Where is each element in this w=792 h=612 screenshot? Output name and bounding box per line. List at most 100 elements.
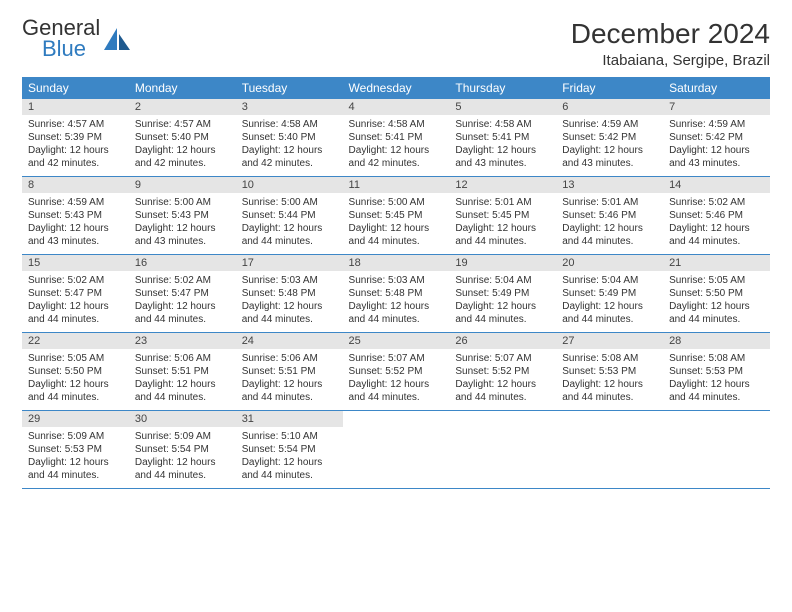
day-info-line: Sunset: 5:53 PM — [28, 443, 123, 456]
calendar-week-row: 15Sunrise: 5:02 AMSunset: 5:47 PMDayligh… — [22, 255, 770, 333]
logo-line2: Blue — [42, 39, 100, 60]
title-block: December 2024 Itabaiana, Sergipe, Brazil — [571, 18, 770, 69]
day-info-line: Daylight: 12 hours — [242, 144, 337, 157]
day-info-line: Sunrise: 5:08 AM — [562, 352, 657, 365]
day-info-line: Sunset: 5:49 PM — [455, 287, 550, 300]
day-info-line: and 44 minutes. — [242, 313, 337, 326]
day-body: Sunrise: 5:09 AMSunset: 5:53 PMDaylight:… — [22, 427, 129, 488]
day-info-line: Daylight: 12 hours — [135, 378, 230, 391]
day-info-line: Sunset: 5:40 PM — [135, 131, 230, 144]
calendar-day-cell: 2Sunrise: 4:57 AMSunset: 5:40 PMDaylight… — [129, 99, 236, 177]
calendar-table: SundayMondayTuesdayWednesdayThursdayFrid… — [22, 77, 770, 489]
day-info-line: Sunset: 5:46 PM — [562, 209, 657, 222]
weekday-header: Friday — [556, 77, 663, 99]
day-number: 17 — [236, 255, 343, 271]
day-number: 26 — [449, 333, 556, 349]
calendar-day-cell: 13Sunrise: 5:01 AMSunset: 5:46 PMDayligh… — [556, 177, 663, 255]
day-info-line: and 42 minutes. — [28, 157, 123, 170]
day-info-line: Sunrise: 5:09 AM — [135, 430, 230, 443]
day-number: 29 — [22, 411, 129, 427]
day-body: Sunrise: 4:58 AMSunset: 5:40 PMDaylight:… — [236, 115, 343, 176]
day-info-line: Daylight: 12 hours — [562, 144, 657, 157]
calendar-day-cell: 14Sunrise: 5:02 AMSunset: 5:46 PMDayligh… — [663, 177, 770, 255]
day-info-line: Sunrise: 4:59 AM — [28, 196, 123, 209]
day-info-line: Daylight: 12 hours — [669, 300, 764, 313]
day-info-line: Daylight: 12 hours — [135, 300, 230, 313]
weekday-header: Wednesday — [343, 77, 450, 99]
day-info-line: and 44 minutes. — [242, 469, 337, 482]
day-info-line: Sunrise: 5:03 AM — [349, 274, 444, 287]
day-info-line: Sunset: 5:50 PM — [669, 287, 764, 300]
calendar-day-cell: 23Sunrise: 5:06 AMSunset: 5:51 PMDayligh… — [129, 333, 236, 411]
day-info-line: Daylight: 12 hours — [28, 378, 123, 391]
day-info-line: Sunrise: 5:02 AM — [28, 274, 123, 287]
day-number: 7 — [663, 99, 770, 115]
weekday-header: Monday — [129, 77, 236, 99]
day-number: 21 — [663, 255, 770, 271]
day-info-line: Sunrise: 5:10 AM — [242, 430, 337, 443]
day-info-line: and 44 minutes. — [242, 391, 337, 404]
calendar-day-cell: 28Sunrise: 5:08 AMSunset: 5:53 PMDayligh… — [663, 333, 770, 411]
day-number: 31 — [236, 411, 343, 427]
day-number: 13 — [556, 177, 663, 193]
day-info-line: and 44 minutes. — [349, 391, 444, 404]
day-number: 30 — [129, 411, 236, 427]
day-info-line: Daylight: 12 hours — [562, 300, 657, 313]
day-body: Sunrise: 5:02 AMSunset: 5:47 PMDaylight:… — [22, 271, 129, 332]
header: General Blue December 2024 Itabaiana, Se… — [22, 18, 770, 69]
day-info-line: Sunset: 5:53 PM — [562, 365, 657, 378]
day-body: Sunrise: 5:08 AMSunset: 5:53 PMDaylight:… — [663, 349, 770, 410]
day-info-line: Daylight: 12 hours — [669, 222, 764, 235]
day-info-line: Daylight: 12 hours — [349, 300, 444, 313]
day-info-line: Sunset: 5:54 PM — [135, 443, 230, 456]
day-info-line: Daylight: 12 hours — [349, 378, 444, 391]
day-info-line: and 44 minutes. — [349, 313, 444, 326]
day-number: 18 — [343, 255, 450, 271]
day-info-line: Sunset: 5:53 PM — [669, 365, 764, 378]
day-info-line: Sunrise: 5:00 AM — [135, 196, 230, 209]
weekday-header: Saturday — [663, 77, 770, 99]
day-body: Sunrise: 5:00 AMSunset: 5:45 PMDaylight:… — [343, 193, 450, 254]
day-info-line: Daylight: 12 hours — [349, 222, 444, 235]
day-info-line: Sunrise: 5:02 AM — [669, 196, 764, 209]
calendar-day-cell: 18 Sunrise: 5:03 AMSunset: 5:48 PMDayligh… — [343, 255, 450, 333]
day-info-line: Sunset: 5:44 PM — [242, 209, 337, 222]
calendar-day-cell: 8Sunrise: 4:59 AMSunset: 5:43 PMDaylight… — [22, 177, 129, 255]
month-title: December 2024 — [571, 18, 770, 50]
day-info-line: Daylight: 12 hours — [562, 222, 657, 235]
day-body: Sunrise: 5:05 AMSunset: 5:50 PMDaylight:… — [22, 349, 129, 410]
day-info-line: Sunrise: 4:59 AM — [562, 118, 657, 131]
day-info-line: Sunrise: 5:04 AM — [455, 274, 550, 287]
day-info-line: and 44 minutes. — [669, 313, 764, 326]
day-info-line: Sunset: 5:49 PM — [562, 287, 657, 300]
day-number: 25 — [343, 333, 450, 349]
day-info-line: Sunset: 5:45 PM — [349, 209, 444, 222]
calendar-week-row: 29Sunrise: 5:09 AMSunset: 5:53 PMDayligh… — [22, 411, 770, 489]
day-info-line: and 44 minutes. — [562, 391, 657, 404]
day-info-line: Daylight: 12 hours — [349, 144, 444, 157]
day-info-line: Sunrise: 4:58 AM — [242, 118, 337, 131]
day-info-line: and 44 minutes. — [135, 391, 230, 404]
calendar-day-cell: 12Sunrise: 5:01 AMSunset: 5:45 PMDayligh… — [449, 177, 556, 255]
day-body: Sunrise: 5:08 AMSunset: 5:53 PMDaylight:… — [556, 349, 663, 410]
day-info-line: and 43 minutes. — [135, 235, 230, 248]
day-body: Sunrise: 5:01 AMSunset: 5:45 PMDaylight:… — [449, 193, 556, 254]
day-info-line: Sunrise: 5:03 AM — [242, 274, 337, 287]
day-info-line: and 44 minutes. — [28, 391, 123, 404]
day-info-line: Sunrise: 5:08 AM — [669, 352, 764, 365]
day-number: 12 — [449, 177, 556, 193]
day-info-line: Daylight: 12 hours — [28, 300, 123, 313]
day-info-line: Daylight: 12 hours — [28, 456, 123, 469]
day-number: 14 — [663, 177, 770, 193]
day-number: 3 — [236, 99, 343, 115]
weekday-header: Sunday — [22, 77, 129, 99]
day-number: 15 — [22, 255, 129, 271]
day-info-line: Sunset: 5:48 PM — [349, 287, 444, 300]
weekday-header-row: SundayMondayTuesdayWednesdayThursdayFrid… — [22, 77, 770, 99]
day-info-line: and 44 minutes. — [455, 391, 550, 404]
calendar-day-cell: 10Sunrise: 5:00 AMSunset: 5:44 PMDayligh… — [236, 177, 343, 255]
calendar-day-cell: 21Sunrise: 5:05 AMSunset: 5:50 PMDayligh… — [663, 255, 770, 333]
day-number: 2 — [129, 99, 236, 115]
day-info-line: Daylight: 12 hours — [562, 378, 657, 391]
day-info-line: Sunset: 5:41 PM — [349, 131, 444, 144]
